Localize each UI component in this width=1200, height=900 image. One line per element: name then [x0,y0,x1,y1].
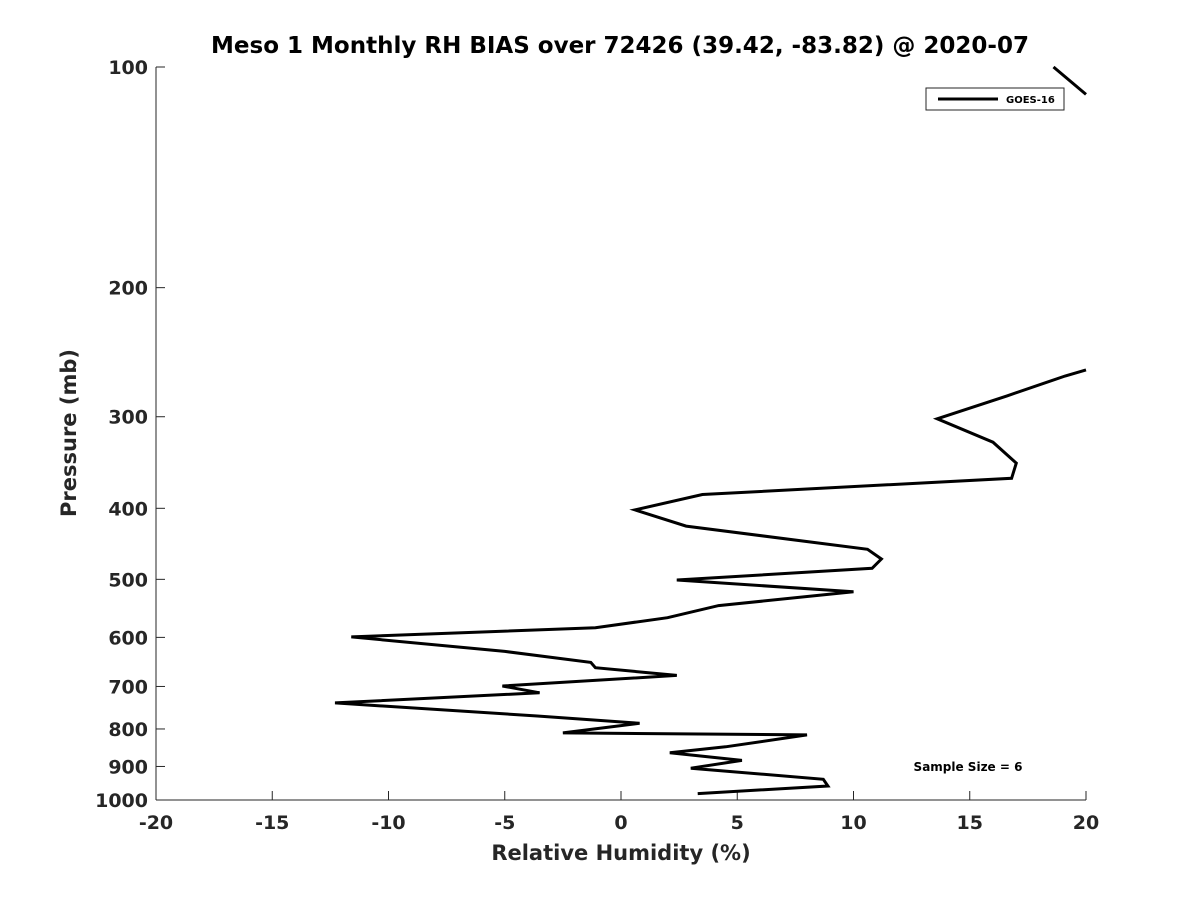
y-tick-label: 900 [108,756,148,778]
series-group [334,65,1087,796]
x-tick-label: -15 [255,812,289,834]
axes [155,67,1086,801]
y-tick-label: 1000 [95,790,148,812]
chart-title: Meso 1 Monthly RH BIAS over 72426 (39.42… [211,33,1029,59]
legend: GOES-16 [925,87,1065,111]
x-tick-label: 0 [614,812,627,834]
series-line-goes-16-upper-segment [1052,65,1087,96]
y-tick-label: 400 [108,498,148,520]
x-tick-label: 10 [840,812,866,834]
y-tick-label: 600 [108,627,148,649]
x-tick-label: -20 [139,812,173,834]
x-axis-label: Relative Humidity (%) [491,841,750,865]
y-ticks: 100 200 300 400 500 600 700 800 900 1000 [95,57,165,812]
x-tick-label: 5 [731,812,744,834]
y-tick-label: 800 [108,719,148,741]
y-tick-label: 300 [108,407,148,429]
y-tick-label: 500 [108,569,148,591]
y-tick-label: 100 [108,57,148,79]
series-line-goes-16 [334,368,1087,796]
x-tick-label: 20 [1073,812,1099,834]
y-tick-label: 200 [108,278,148,300]
legend-label-goes-16: GOES-16 [1006,95,1055,106]
y-axis-label: Pressure (mb) [57,349,81,517]
x-tick-label: 15 [957,812,983,834]
x-ticks: -20 -15 -10 -5 0 5 10 15 20 [139,791,1099,834]
x-tick-label: -10 [371,812,405,834]
x-tick-label: -5 [494,812,515,834]
y-tick-label: 700 [108,676,148,698]
sample-size-annotation: Sample Size = 6 [914,760,1023,774]
